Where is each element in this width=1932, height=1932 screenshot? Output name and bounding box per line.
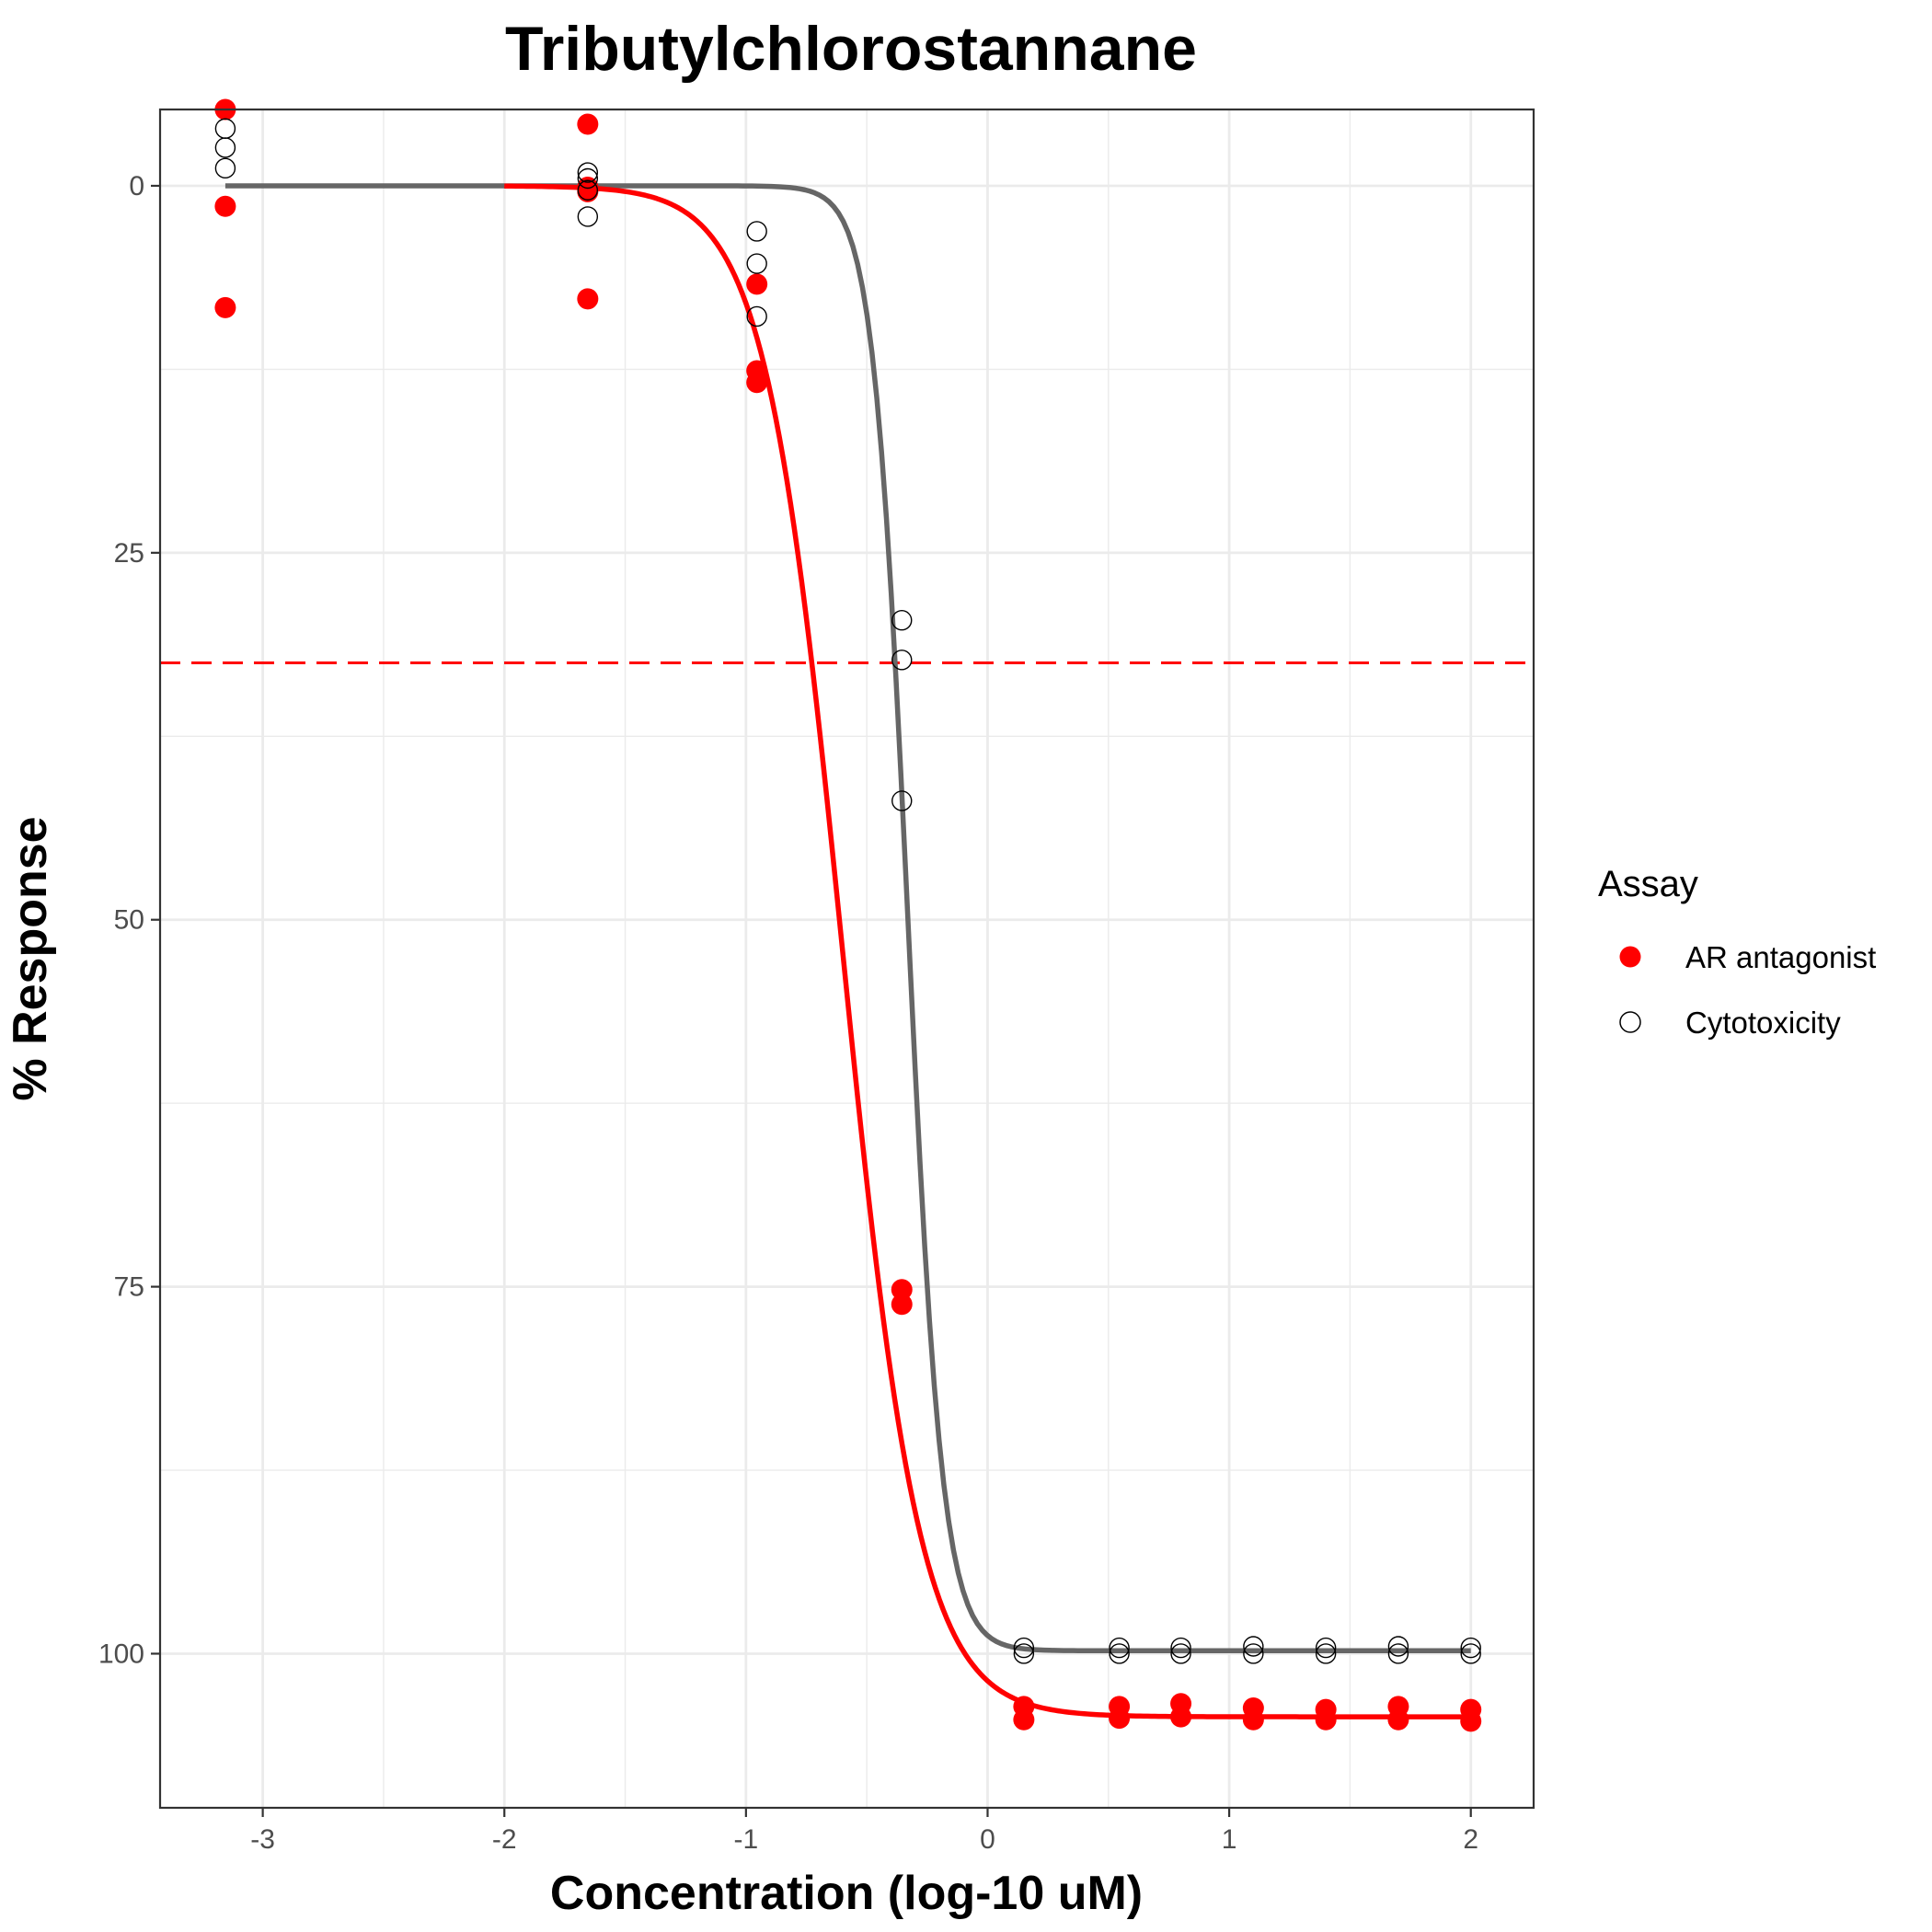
y-tick-label: 50 [114,905,144,936]
data-point-cytotoxicity [577,179,599,201]
data-point-ar-antagonist [577,288,599,310]
legend: Assay AR antagonist Cytotoxicity [1598,864,1876,1040]
grid [160,109,1534,1808]
x-tick-label: 0 [980,1824,995,1855]
data-point-cytotoxicity [1013,1643,1035,1664]
data-point-cytotoxicity [1170,1637,1191,1659]
legend-label-ar-antagonist: AR antagonist [1685,940,1876,974]
plot-border [158,108,1535,1810]
data-point-cytotoxicity [1243,1643,1264,1664]
fit-curve-ar-antagonist [504,183,1471,1719]
y-tick-label: 0 [129,171,144,201]
data-point-cytotoxicity [891,790,913,811]
data-point-cytotoxicity [1387,1643,1409,1664]
data-point-cytotoxicity [1013,1637,1035,1659]
data-point-cytotoxicity [1387,1636,1409,1657]
data-point-ar-antagonist [1013,1708,1035,1731]
data-point-ar-antagonist [577,113,599,135]
data-point-cytotoxicity [1170,1643,1191,1664]
y-tick-label: 100 [98,1639,144,1669]
legend-label-cytotoxicity: Cytotoxicity [1685,1006,1841,1040]
data-point-cytotoxicity [214,157,236,179]
x-tick-label: 2 [1463,1824,1478,1855]
data-point-cytotoxicity [577,206,599,227]
data-point-ar-antagonist [214,195,236,217]
data-point-ar-antagonist [1387,1708,1409,1731]
data-point-ar-antagonist [1170,1706,1192,1728]
data-point-cytotoxicity [1460,1643,1481,1664]
data-point-cytotoxicity [1109,1637,1130,1659]
data-point-cytotoxicity [1243,1636,1264,1657]
data-point-cytotoxicity [577,167,599,190]
data-point-cytotoxicity [746,221,767,242]
x-tick-label: 1 [1222,1824,1237,1855]
data-point-ar-antagonist [1242,1708,1264,1731]
data-point-cytotoxicity [577,162,599,183]
legend-key-cytotoxicity [1619,1011,1641,1033]
data-point-cytotoxicity [891,610,913,631]
data-point-ar-antagonist [1460,1710,1482,1732]
data-point-cytotoxicity [214,137,236,158]
data-point-ar-antagonist [214,296,236,318]
data-point-cytotoxicity [746,305,767,328]
data-point-cytotoxicity [1109,1643,1130,1664]
chart-title: Tributylchlorostannane [505,14,1197,84]
data-point-cytotoxicity [1460,1637,1481,1659]
plot-panel [160,109,1534,1808]
axes: -3 -2 -1 0 1 2 0 25 50 75 100 [98,171,1478,1855]
legend-title: Assay [1598,864,1698,904]
data-point-cytotoxicity [1315,1643,1337,1664]
y-tick-label: 25 [114,538,144,569]
data-point-ar-antagonist [1109,1708,1131,1730]
x-tick-label: -2 [492,1824,517,1855]
x-tick-label: -1 [734,1824,759,1855]
data-point-ar-antagonist [1315,1708,1337,1731]
y-axis-title: % Response [4,816,57,1100]
x-axis-title: Concentration (log-10 uM) [550,1867,1143,1920]
data-point-ar-antagonist [891,1294,913,1316]
data-point-cytotoxicity [1315,1637,1337,1659]
legend-key-ar-antagonist [1619,946,1641,968]
y-tick-label: 75 [114,1272,144,1303]
data-point-cytotoxicity [746,253,767,274]
data-point-cytotoxicity [891,650,913,671]
data-point-ar-antagonist [891,1279,913,1301]
data-point-ar-antagonist [746,372,768,394]
data-point-ar-antagonist [746,273,768,295]
x-tick-label: -3 [250,1824,275,1855]
